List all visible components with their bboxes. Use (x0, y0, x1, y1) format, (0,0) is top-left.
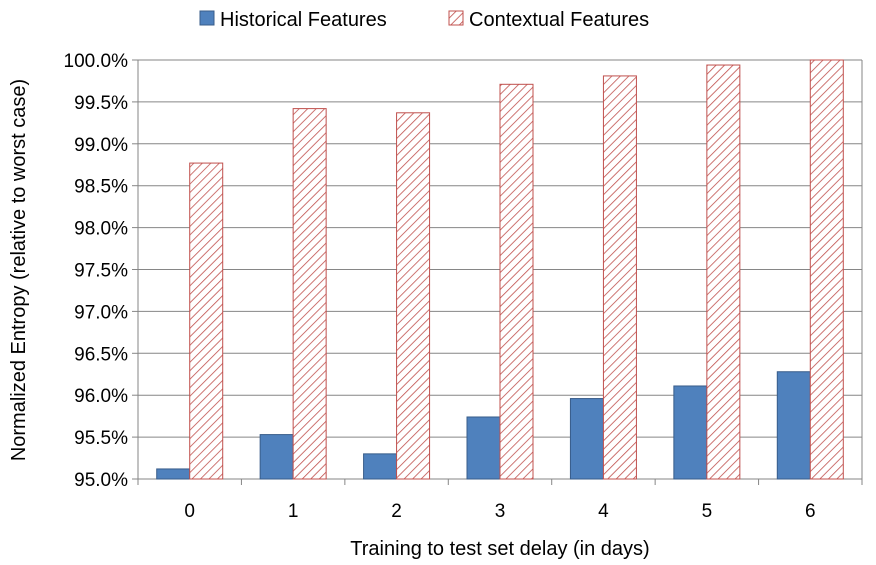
x-axis-title: Training to test set delay (in days) (350, 538, 649, 560)
bar-contextual-2 (396, 112, 431, 480)
bar-historical-3 (466, 416, 501, 480)
legend-label-contextual: Contextual Features (469, 9, 649, 31)
bar-historical-0 (156, 468, 191, 480)
legend-item-contextual: Contextual Features (448, 9, 649, 31)
y-tick-label: 96.0% (74, 386, 128, 407)
y-axis-title: Normalized Entropy (relative to worst ca… (8, 79, 30, 461)
y-tick-label: 98.0% (74, 219, 128, 240)
y-tick-label: 95.5% (74, 428, 128, 449)
x-tick-label: 6 (805, 501, 816, 522)
y-tick-label: 98.5% (74, 177, 128, 198)
bars (156, 59, 844, 480)
y-tick-label: 96.5% (74, 344, 128, 365)
bar-historical-1 (259, 434, 294, 480)
x-axis-ticks: 0 1 2 3 4 5 6 (137, 479, 863, 522)
y-tick-label: 95.0% (74, 470, 128, 491)
bar-historical-6 (776, 371, 811, 480)
bar-historical-5 (673, 385, 708, 480)
legend-item-historical: Historical Features (199, 9, 387, 31)
legend: Historical Features Contextual Features (199, 9, 649, 31)
legend-swatch-contextual (448, 10, 464, 26)
x-tick-label: 3 (495, 501, 506, 522)
y-tick-label: 97.0% (74, 302, 128, 323)
x-tick-label: 2 (391, 501, 402, 522)
y-tick-label: 97.5% (74, 261, 128, 282)
bar-contextual-6 (809, 59, 844, 480)
bar-contextual-4 (602, 75, 637, 480)
x-tick-label: 4 (598, 501, 609, 522)
y-tick-label: 100.0% (64, 51, 129, 72)
bar-contextual-0 (189, 162, 224, 480)
bar-contextual-1 (292, 108, 327, 480)
y-axis-ticks: 95.0% 95.5% 96.0% 96.5% 97.0% 97.5% 98.0% 98.5%… (64, 51, 138, 491)
bar-contextual-5 (706, 64, 741, 480)
y-tick-label: 99.5% (74, 93, 128, 114)
x-tick-label: 1 (288, 501, 299, 522)
bar-contextual-3 (499, 83, 534, 480)
y-tick-label: 99.0% (74, 135, 128, 156)
legend-swatch-historical (199, 10, 215, 26)
bar-historical-2 (363, 453, 398, 480)
legend-label-historical: Historical Features (220, 9, 387, 31)
x-tick-label: 0 (184, 501, 195, 522)
x-tick-label: 5 (702, 501, 713, 522)
bar-historical-4 (569, 398, 604, 480)
